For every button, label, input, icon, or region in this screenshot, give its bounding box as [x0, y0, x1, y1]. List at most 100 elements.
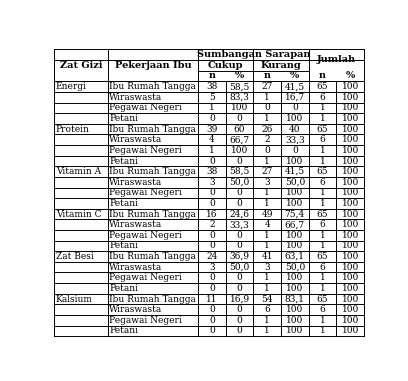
- Text: 1: 1: [319, 114, 326, 123]
- Text: 0: 0: [209, 157, 215, 165]
- Text: Energi: Energi: [56, 82, 86, 91]
- Text: 3: 3: [264, 263, 270, 272]
- Text: 65: 65: [317, 252, 328, 261]
- Text: 1: 1: [319, 231, 326, 240]
- Text: 1: 1: [209, 146, 215, 155]
- Text: 100: 100: [286, 284, 304, 293]
- Text: 1: 1: [264, 231, 270, 240]
- Text: 50,0: 50,0: [285, 178, 305, 187]
- Text: 1: 1: [319, 104, 326, 112]
- Text: 100: 100: [286, 199, 304, 208]
- Text: Pegawai Negeri: Pegawai Negeri: [109, 316, 182, 325]
- Text: 5: 5: [209, 93, 215, 102]
- Text: 33,3: 33,3: [230, 220, 249, 229]
- Text: 27: 27: [262, 82, 273, 91]
- Text: 38: 38: [206, 167, 217, 176]
- Text: 6: 6: [319, 263, 326, 272]
- Text: 100: 100: [286, 231, 304, 240]
- Text: 16,7: 16,7: [285, 93, 305, 102]
- Text: 50,0: 50,0: [285, 263, 305, 272]
- Text: 16,9: 16,9: [229, 295, 250, 304]
- Text: 41: 41: [262, 252, 273, 261]
- Text: 60: 60: [234, 125, 245, 134]
- Text: Jumlah: Jumlah: [317, 55, 356, 64]
- Text: 0: 0: [237, 327, 242, 335]
- Text: Zat Besi: Zat Besi: [56, 252, 93, 261]
- Text: Petani: Petani: [109, 199, 138, 208]
- Text: 100: 100: [286, 188, 304, 197]
- Text: 3: 3: [264, 178, 270, 187]
- Text: 0: 0: [209, 284, 215, 293]
- Text: 100: 100: [341, 263, 359, 272]
- Text: Ibu Rumah Tangga: Ibu Rumah Tangga: [109, 210, 196, 219]
- Text: 100: 100: [341, 125, 359, 134]
- Text: Wiraswasta: Wiraswasta: [109, 93, 162, 102]
- Text: 65: 65: [317, 125, 328, 134]
- Text: Petani: Petani: [109, 284, 138, 293]
- Text: 49: 49: [262, 210, 273, 219]
- Text: 0: 0: [264, 104, 270, 112]
- Text: 66,7: 66,7: [285, 220, 305, 229]
- Text: 100: 100: [231, 146, 248, 155]
- Text: 26: 26: [262, 125, 273, 134]
- Text: Ibu Rumah Tangga: Ibu Rumah Tangga: [109, 252, 196, 261]
- Text: 0: 0: [237, 242, 242, 250]
- Text: 50,0: 50,0: [229, 263, 250, 272]
- Text: 0: 0: [209, 114, 215, 123]
- Text: 1: 1: [264, 199, 270, 208]
- Text: 33,3: 33,3: [285, 135, 305, 144]
- Text: Petani: Petani: [109, 157, 138, 165]
- Text: n: n: [264, 72, 271, 80]
- Text: Pegawai Negeri: Pegawai Negeri: [109, 104, 182, 112]
- Text: 1: 1: [264, 188, 270, 197]
- Text: 1: 1: [264, 114, 270, 123]
- Text: n: n: [319, 72, 326, 80]
- Text: 100: 100: [341, 284, 359, 293]
- Text: 100: 100: [341, 220, 359, 229]
- Text: 100: 100: [341, 327, 359, 335]
- Text: 100: 100: [341, 316, 359, 325]
- Text: Pekerjaan Ibu: Pekerjaan Ibu: [115, 61, 191, 70]
- Text: 0: 0: [264, 146, 270, 155]
- Text: Ibu Rumah Tangga: Ibu Rumah Tangga: [109, 167, 196, 176]
- Text: 0: 0: [237, 316, 242, 325]
- Text: 0: 0: [237, 114, 242, 123]
- Text: 6: 6: [319, 305, 326, 314]
- Text: Pegawai Negeri: Pegawai Negeri: [109, 146, 182, 155]
- Text: 0: 0: [237, 273, 242, 282]
- Text: n: n: [208, 72, 215, 80]
- Text: 1: 1: [264, 242, 270, 250]
- Text: 0: 0: [209, 316, 215, 325]
- Text: 38: 38: [206, 82, 217, 91]
- Text: 100: 100: [341, 210, 359, 219]
- Text: 0: 0: [292, 104, 298, 112]
- Text: 50,0: 50,0: [229, 178, 250, 187]
- Text: Petani: Petani: [109, 327, 138, 335]
- Text: 1: 1: [319, 146, 326, 155]
- Text: 1: 1: [319, 273, 326, 282]
- Text: 100: 100: [341, 93, 359, 102]
- Text: Wiraswasta: Wiraswasta: [109, 263, 162, 272]
- Text: 6: 6: [319, 93, 326, 102]
- Text: 58,5: 58,5: [229, 167, 250, 176]
- Text: Pegawai Negeri: Pegawai Negeri: [109, 273, 182, 282]
- Text: 100: 100: [341, 188, 359, 197]
- Text: 0: 0: [237, 157, 242, 165]
- Text: 40: 40: [289, 125, 301, 134]
- Text: 1: 1: [319, 284, 326, 293]
- Text: 100: 100: [341, 178, 359, 187]
- Text: 0: 0: [292, 146, 298, 155]
- Text: Cukup: Cukup: [208, 61, 244, 70]
- Text: Zat Gizi: Zat Gizi: [60, 61, 102, 70]
- Text: 100: 100: [231, 104, 248, 112]
- Text: 100: 100: [286, 157, 304, 165]
- Text: 65: 65: [317, 167, 328, 176]
- Text: 0: 0: [237, 199, 242, 208]
- Text: 4: 4: [209, 135, 215, 144]
- Text: 6: 6: [319, 178, 326, 187]
- Text: 83,1: 83,1: [285, 295, 305, 304]
- Text: 0: 0: [209, 231, 215, 240]
- Text: 0: 0: [237, 305, 242, 314]
- Text: 0: 0: [209, 305, 215, 314]
- Text: 100: 100: [286, 242, 304, 250]
